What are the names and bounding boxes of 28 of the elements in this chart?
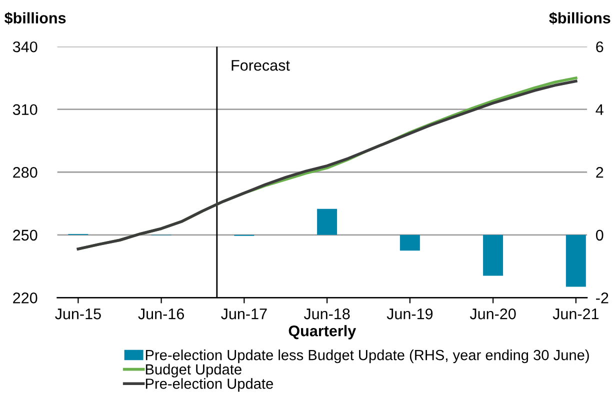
x-axis-title: Quarterly [288, 325, 356, 340]
x-tick-label: Jun-15 [55, 308, 101, 320]
y-tick-label: 220 [13, 292, 38, 304]
bar [483, 234, 504, 276]
legend-label: Pre-election Update [146, 378, 273, 392]
x-tick-label: Jun-19 [386, 308, 433, 320]
legend-label: Pre-election Update less Budget Update (RHS, year ending 30 June) [146, 350, 589, 364]
bar [400, 234, 420, 251]
legend-label: Budget Update [146, 364, 242, 378]
y-tick-label: 340 [12, 41, 38, 52]
y-tick-label: 250 [13, 230, 38, 241]
bar [317, 208, 338, 235]
x-tick-label: Jun-20 [470, 308, 516, 320]
y2-tick-label: 4 [596, 104, 604, 115]
y2-axis-title: $billions [549, 12, 610, 24]
y2-tick-label: 2 [596, 166, 604, 178]
y2-tick-label: 6 [596, 41, 604, 52]
x-tick-label: Jun-16 [138, 308, 184, 320]
y-tick-label: 310 [12, 104, 38, 116]
bar [566, 234, 586, 287]
y2-tick-label: 0 [596, 230, 604, 241]
y2-tick-label: -2 [596, 292, 608, 304]
x-tick-label: Jun-17 [221, 308, 267, 320]
y-axis-title: $billions [4, 12, 66, 24]
x-tick-label: Jun-18 [304, 308, 350, 320]
ref-line-label: Forecast [232, 60, 290, 71]
y-tick-label: 280 [13, 166, 38, 178]
x-tick-label: Jun-21 [552, 308, 599, 320]
